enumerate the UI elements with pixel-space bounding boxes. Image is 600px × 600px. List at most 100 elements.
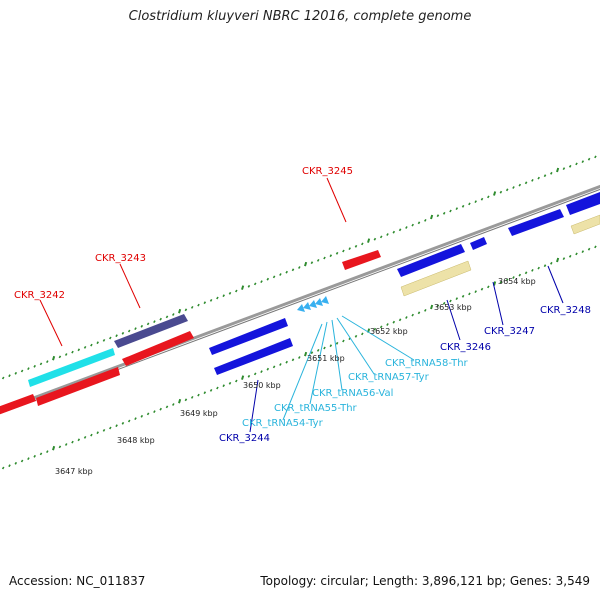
outer-tick-51 — [310, 261, 314, 265]
outer-tick-42 — [253, 282, 257, 286]
outer-tick-68 — [417, 221, 421, 225]
outer-tick-60 — [367, 238, 371, 243]
outer-tick-43 — [260, 280, 263, 284]
label-trna58[interactable]: CKR_tRNA58-Thr — [385, 358, 469, 369]
outer-tick-3 — [8, 374, 11, 378]
inner-tick-80 — [493, 281, 497, 286]
outer-tick-49 — [298, 266, 301, 269]
inner-tick-87 — [537, 266, 540, 270]
accession-text: Accession: NC_011837 — [9, 574, 146, 588]
inner-tick-6 — [27, 457, 30, 461]
trna-feature-4[interactable] — [315, 298, 323, 306]
feature-ckr-3245[interactable] — [342, 250, 381, 270]
feature-ckr-3247[interactable] — [508, 209, 564, 236]
feature-ckr-3243-lower[interactable] — [122, 331, 194, 366]
outer-tick-24 — [140, 324, 144, 328]
label-ckr-3243[interactable]: CKR_3243 — [95, 253, 146, 264]
feature-ckr-3242-upper[interactable] — [28, 348, 115, 387]
inner-tick-64 — [392, 320, 396, 324]
outer-tick-76 — [468, 202, 471, 206]
outer-tick-row — [1, 155, 597, 380]
outer-tick-35 — [209, 298, 213, 302]
outer-tick-38 — [228, 291, 232, 295]
trna-feature-2[interactable] — [303, 302, 311, 310]
inner-tick-44 — [266, 367, 270, 371]
outer-tick-5 — [20, 369, 24, 373]
reverse-features — [209, 192, 600, 375]
feature-ckr-3246[interactable] — [397, 244, 465, 277]
outer-tick-25 — [146, 322, 150, 326]
inner-tick-67 — [411, 313, 414, 317]
leader-ckr-3243 — [119, 263, 141, 309]
label-trna57[interactable]: CKR_tRNA57-Tyr — [348, 372, 430, 383]
forward-features — [0, 250, 381, 415]
inner-tick-4 — [14, 461, 18, 465]
scale-label-3652: 3652 kbp — [370, 327, 408, 336]
outer-tick-21 — [121, 331, 125, 335]
leader-ckr-3247 — [492, 281, 504, 326]
inner-tick-58 — [354, 334, 358, 338]
trna-feature-1[interactable] — [297, 304, 305, 312]
inner-tick-29 — [172, 403, 175, 406]
label-ckr-3248[interactable]: CKR_3248 — [540, 305, 591, 316]
outer-tick-92 — [568, 164, 572, 168]
inner-tick-75 — [461, 294, 465, 298]
feature-ckr-3243-upper[interactable] — [114, 314, 188, 348]
label-ckr-3246[interactable]: CKR_3246 — [440, 342, 491, 353]
label-trna55[interactable]: CKR_tRNA55-Thr — [274, 403, 358, 414]
outer-tick-16 — [90, 343, 93, 347]
outer-tick-41 — [247, 284, 251, 288]
inner-tick-86 — [531, 268, 534, 272]
feature-ckr-3248[interactable] — [566, 192, 600, 215]
feature-small-blue[interactable] — [470, 237, 487, 250]
label-trna56[interactable]: CKR_tRNA56-Val — [312, 388, 393, 399]
outer-tick-37 — [222, 294, 225, 298]
trna-feature-3[interactable] — [309, 300, 317, 308]
label-ckr-3245[interactable]: CKR_3245 — [302, 166, 353, 177]
feature-ckr-3242-lower[interactable] — [36, 367, 120, 406]
inner-tick-16 — [90, 433, 93, 437]
scale-label-3654: 3654 kbp — [498, 277, 536, 286]
inner-tick-81 — [499, 280, 503, 284]
feature-ckr-3244-upper[interactable] — [209, 318, 288, 355]
inner-tick-41 — [247, 374, 251, 378]
feature-right-tan[interactable] — [570, 214, 600, 235]
feature-ckr-3246-tan[interactable] — [400, 260, 472, 297]
inner-tick-63 — [386, 323, 389, 326]
label-ckr-3242[interactable]: CKR_3242 — [14, 290, 65, 301]
label-ckr-3244[interactable]: CKR_3244 — [219, 433, 270, 444]
inner-tick-46 — [279, 363, 282, 366]
outer-tick-70 — [430, 214, 434, 220]
outer-tick-54 — [329, 254, 333, 258]
outer-tick-12 — [64, 353, 68, 356]
outer-tick-75 — [461, 204, 465, 208]
inner-tick-89 — [550, 261, 553, 265]
outer-tick-46 — [279, 273, 282, 276]
inner-tick-48 — [291, 358, 295, 362]
inner-tick-68 — [417, 311, 421, 315]
feature-left-red[interactable] — [0, 394, 36, 415]
inner-tick-72 — [442, 301, 446, 305]
outer-tick-74 — [455, 207, 459, 211]
trna-feature-5[interactable] — [321, 296, 329, 304]
outer-tick-28 — [165, 315, 169, 319]
inner-tick-18 — [102, 428, 106, 432]
outer-tick-86 — [531, 178, 534, 182]
inner-tick-50 — [304, 351, 308, 357]
inner-tick-14 — [77, 438, 81, 442]
inner-tick-90 — [556, 257, 560, 263]
outer-tick-80 — [493, 191, 497, 196]
inner-tick-82 — [505, 278, 509, 282]
inner-tick-94 — [581, 250, 585, 254]
inner-tick-31 — [184, 398, 188, 402]
feature-ckr-3244-lower[interactable] — [214, 338, 293, 375]
outer-tick-2 — [1, 376, 5, 380]
inner-tick-74 — [455, 297, 459, 301]
outer-tick-61 — [373, 237, 377, 241]
leader-trna58 — [341, 315, 415, 361]
outer-tick-96 — [594, 155, 597, 159]
inner-tick-73 — [449, 299, 452, 303]
label-trna54[interactable]: CKR_tRNA54-Tyr — [242, 418, 324, 429]
outer-tick-84 — [518, 183, 522, 187]
label-ckr-3247[interactable]: CKR_3247 — [484, 326, 535, 337]
